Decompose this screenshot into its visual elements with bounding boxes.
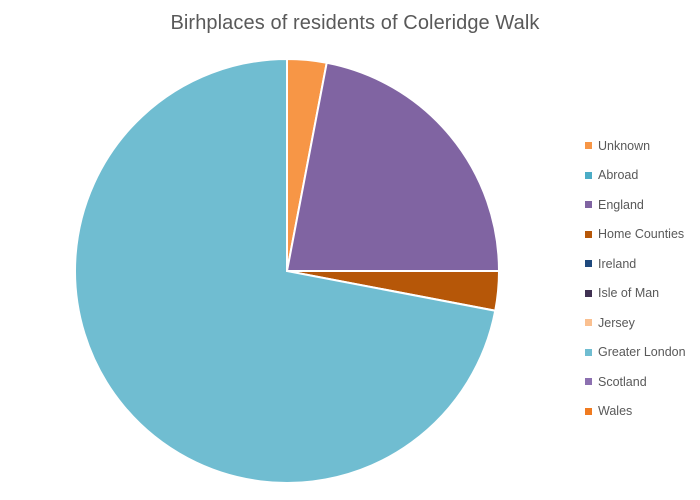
legend-item-england: England — [585, 190, 686, 220]
legend-label: Scotland — [598, 374, 647, 389]
legend-label: Greater London — [598, 345, 686, 360]
legend-item-wales: Wales — [585, 397, 686, 427]
legend-item-ireland: Ireland — [585, 249, 686, 279]
legend-swatch — [585, 201, 592, 209]
legend-item-abroad: Abroad — [585, 161, 686, 191]
legend-swatch — [585, 260, 592, 268]
legend-label: Wales — [598, 404, 633, 419]
legend-label: England — [598, 197, 644, 212]
legend-swatch — [585, 171, 592, 179]
legend-swatch — [585, 407, 592, 415]
legend-label: Home Counties — [598, 227, 685, 242]
chart-legend: Unknown Abroad England Home Counties Ireland… — [585, 131, 686, 426]
legend-label: Isle of Man — [598, 286, 660, 301]
pie-slice-england — [285, 61, 501, 272]
legend-item-jersey: Jersey — [585, 308, 686, 338]
legend-label: Ireland — [598, 256, 637, 271]
legend-item-unknown: Unknown — [585, 131, 686, 161]
legend-swatch — [585, 142, 592, 150]
legend-item-isle-of-man: Isle of Man — [585, 279, 686, 309]
chart-title: Birhplaces of residents of Coleridge Wal… — [170, 12, 540, 34]
legend-swatch — [585, 348, 592, 356]
pie-slices — [74, 57, 501, 484]
legend-label: Jersey — [598, 315, 635, 330]
legend-label: Unknown — [598, 138, 651, 153]
legend-item-scotland: Scotland — [585, 367, 686, 397]
legend-item-home-counties: Home Counties — [585, 220, 686, 250]
legend-swatch — [585, 230, 592, 238]
legend-swatch — [585, 319, 592, 327]
pie-slice-greater-london — [74, 57, 497, 484]
legend-swatch — [585, 289, 592, 297]
legend-label: Abroad — [598, 168, 639, 183]
legend-swatch — [585, 378, 592, 386]
legend-item-greater-london: Greater London — [585, 338, 686, 368]
